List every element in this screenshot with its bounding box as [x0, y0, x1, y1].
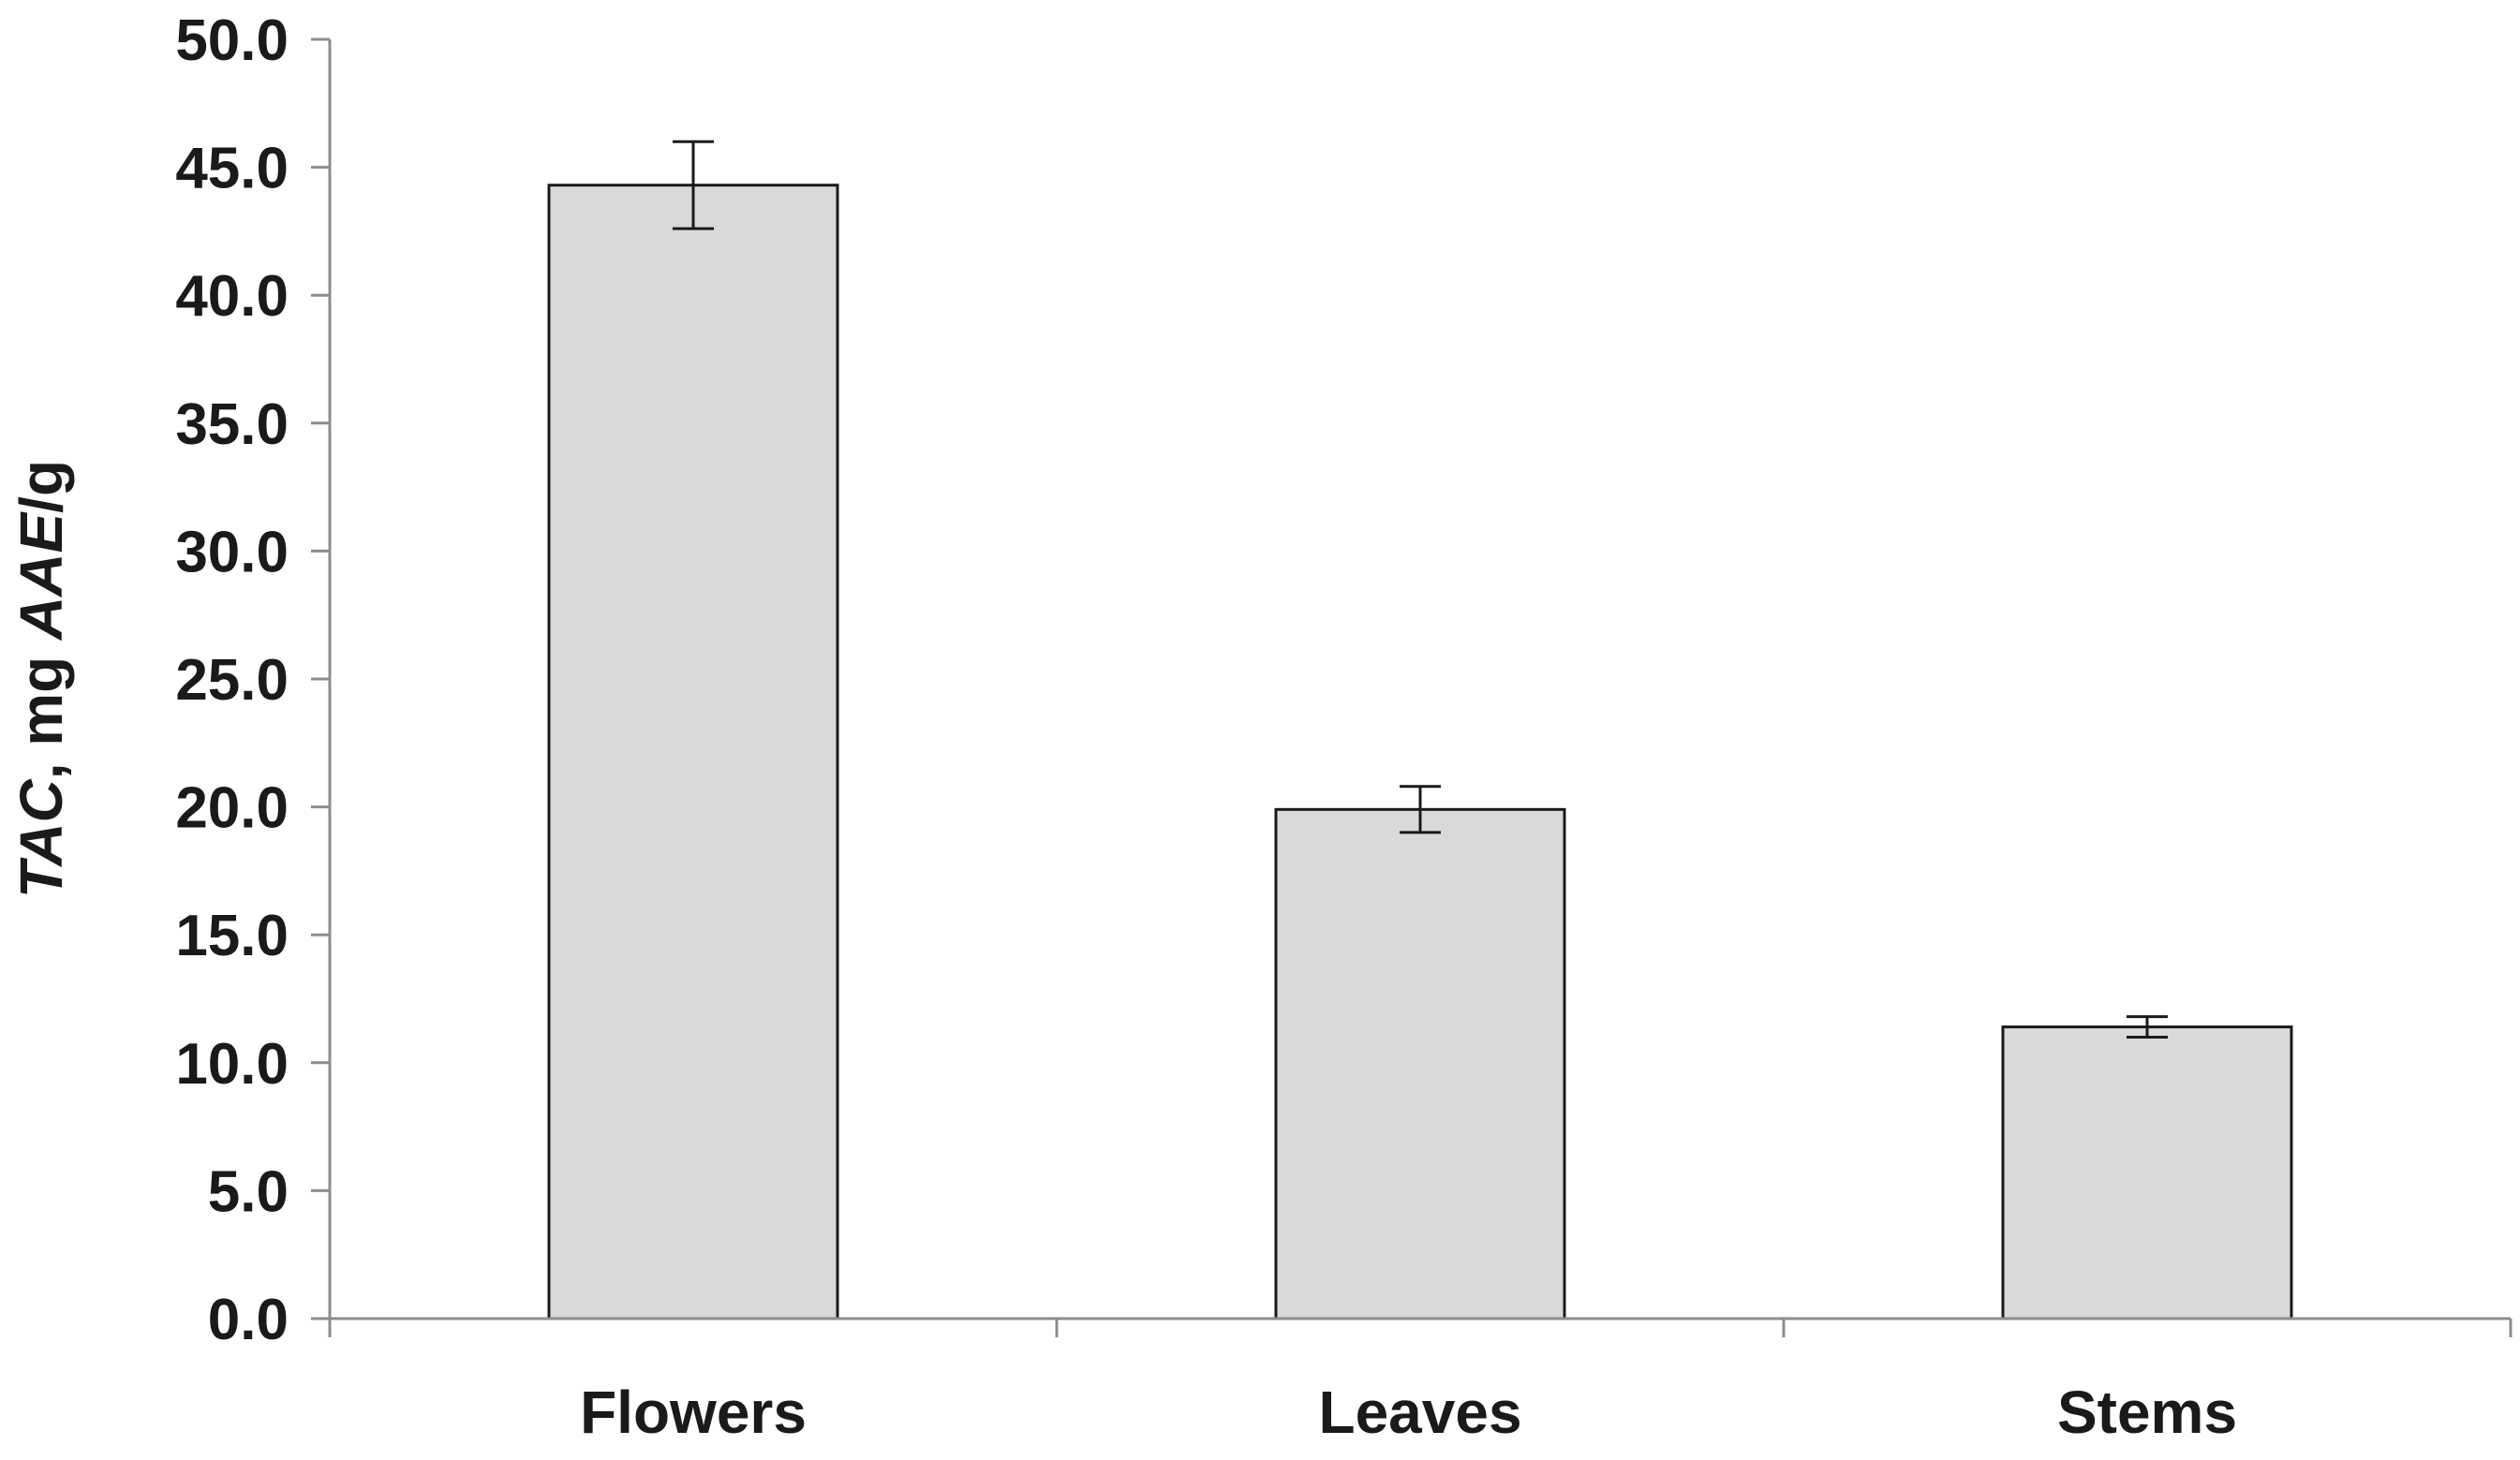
y-tick-label: 0.0 [208, 1288, 289, 1352]
y-axis-title-part: /g [7, 460, 75, 513]
y-axis-title-part: , mg [7, 640, 75, 779]
x-category-labels: Flowers Leaves Stems [580, 1379, 2237, 1446]
y-tick-label: 5.0 [208, 1159, 289, 1224]
y-tick-label: 30.0 [175, 520, 289, 584]
error-bars [673, 140, 2168, 1039]
y-tick-label: 50.0 [175, 8, 289, 73]
bar-flowers [547, 184, 839, 1320]
y-tick-label: 20.0 [175, 776, 289, 841]
y-tick-label: 35.0 [175, 392, 289, 457]
y-tick-label: 45.0 [175, 137, 289, 201]
error-bar-leaves [1400, 785, 1441, 834]
bar-leaves [1274, 807, 1566, 1320]
y-axis-title-part: AAE [7, 511, 75, 642]
axes [328, 39, 2513, 1337]
y-axis-title-group: TAC, mg AAE/g [7, 460, 75, 898]
bar-stems [2001, 1025, 2293, 1320]
x-category-label: Leaves [1318, 1379, 1521, 1446]
x-category-label: Flowers [580, 1379, 807, 1446]
error-bar-flowers [673, 140, 714, 230]
y-tick-label: 10.0 [175, 1032, 289, 1097]
y-ticks: 0.0 5.0 10.0 15.0 20.0 25.0 30.0 35.0 40.0 45.0 50… [175, 8, 330, 1352]
bars [547, 184, 2293, 1320]
x-category-label: Stems [2057, 1379, 2237, 1446]
y-axis-title: TAC, mg AAE/g [7, 460, 75, 898]
y-tick-label: 15.0 [175, 904, 289, 968]
y-axis-title-part: TAC [7, 779, 75, 899]
y-tick-label: 40.0 [175, 264, 289, 329]
y-tick-label: 25.0 [175, 648, 289, 713]
error-bar-stems [2127, 1015, 2168, 1039]
